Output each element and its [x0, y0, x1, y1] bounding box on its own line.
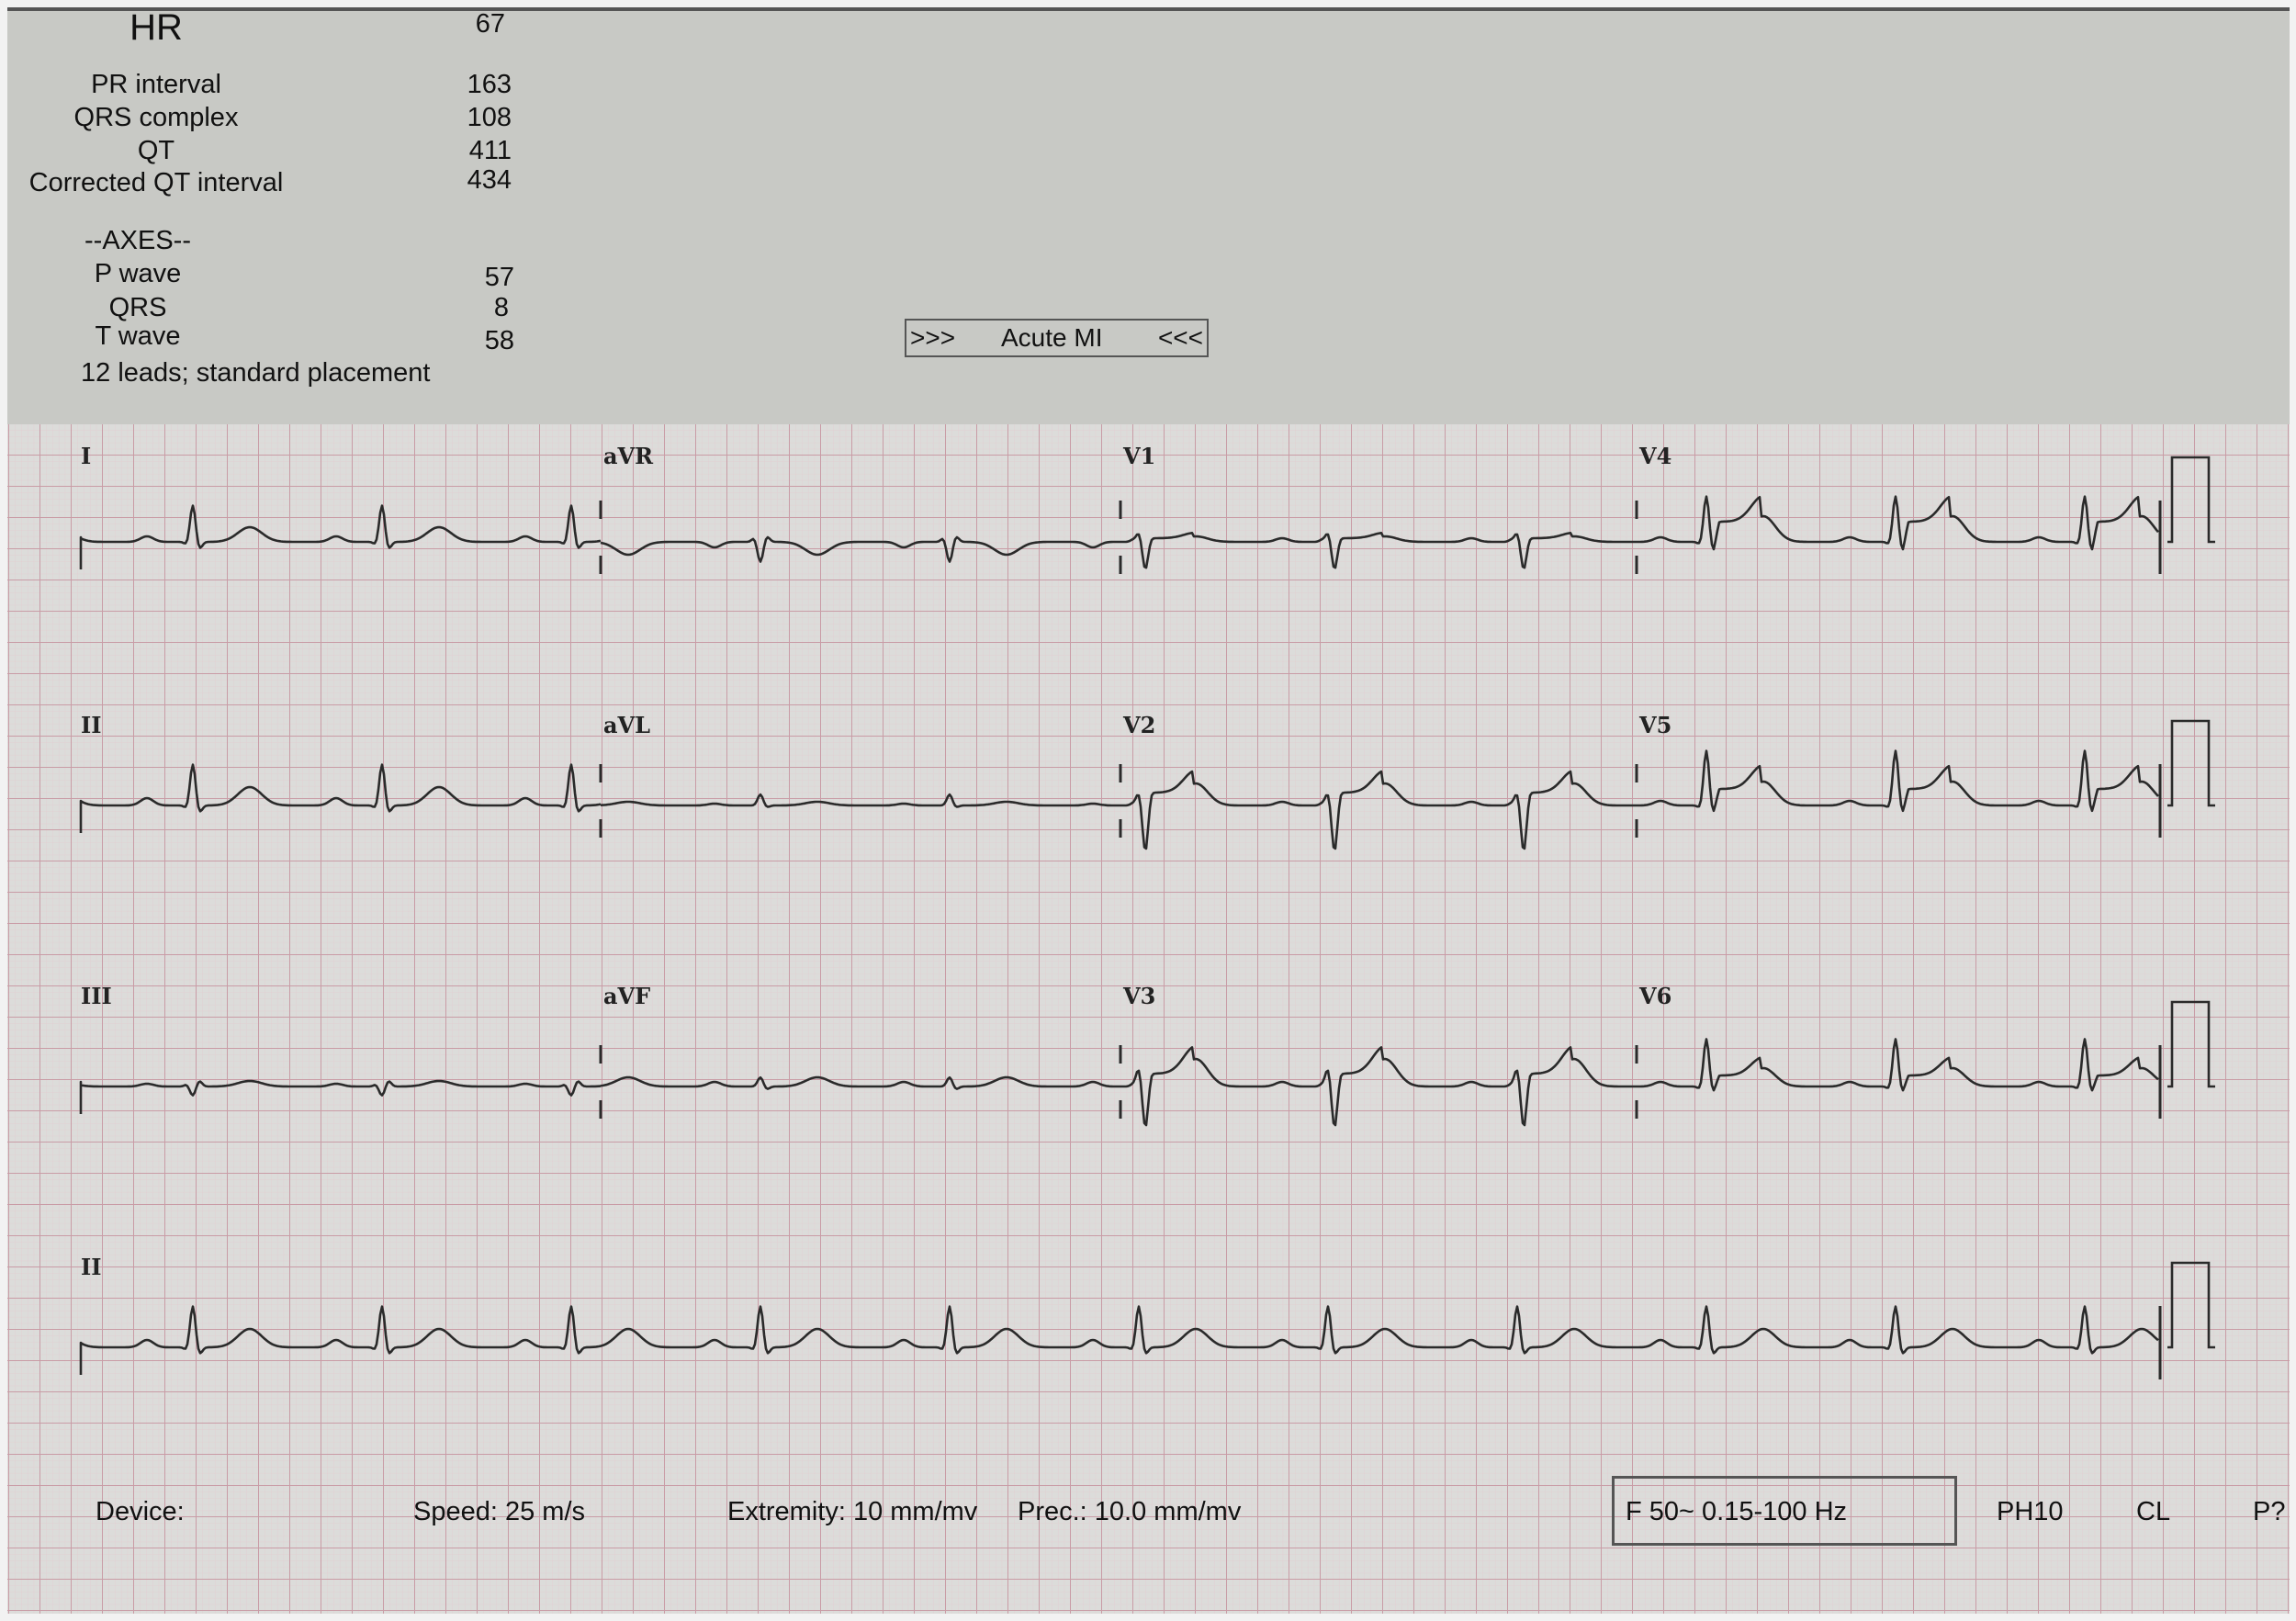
- axes-title: --AXES--: [84, 226, 191, 255]
- extremity-label: Extremity: 10 mm/mv: [727, 1497, 978, 1526]
- ecg-trace-v5: [1637, 749, 2159, 813]
- qtc-value: 434: [467, 165, 512, 195]
- interpretation-text: Acute MI: [1001, 323, 1103, 352]
- qrs-axis-label: QRS: [108, 293, 167, 322]
- device-label: Device:: [96, 1497, 185, 1526]
- qt-value: 411: [468, 136, 512, 165]
- lead-label: aVF: [603, 983, 650, 1009]
- interpretation-right-marker: <<<: [1157, 323, 1203, 352]
- lead-label: III: [81, 983, 112, 1009]
- calibration-pulse: [2167, 1000, 2215, 1088]
- lead-label: II: [81, 712, 101, 738]
- qrs-axis-value: 8: [493, 293, 509, 322]
- p-axis-label: P wave: [94, 259, 182, 288]
- qrs-label: QRS complex: [73, 103, 239, 132]
- lead-label: II: [81, 1254, 101, 1280]
- ecg-trace-avr: [600, 535, 1120, 563]
- ecg-trace-ii: [79, 763, 602, 833]
- lead-label: V1: [1122, 443, 1155, 469]
- calibration-pulse: [2167, 1261, 2215, 1349]
- hr-label: HR: [129, 7, 183, 48]
- p-axis-value: 57: [484, 263, 514, 292]
- ecg-trace-v4: [1637, 495, 2159, 551]
- hr-value: 67: [475, 9, 505, 39]
- filter-box: [1612, 1476, 1957, 1546]
- speed-label: Speed: 25 m/s: [413, 1497, 585, 1526]
- ecg-trace-avf: [600, 1075, 1120, 1090]
- qrs-value: 108: [467, 103, 512, 132]
- lead-label: V5: [1638, 712, 1671, 738]
- ph-label: PH10: [1997, 1497, 2064, 1526]
- filter-label: F 50~ 0.15-100 Hz: [1626, 1497, 1848, 1526]
- grid: [7, 424, 2290, 1614]
- ecg-trace-v3: [1120, 1046, 1637, 1127]
- t-axis-label: T wave: [95, 321, 181, 351]
- ecg-trace-ii: [79, 1305, 2159, 1375]
- pr-value: 163: [467, 70, 512, 99]
- p-label: P?: [2253, 1497, 2286, 1526]
- lead-label: V3: [1122, 983, 1155, 1009]
- t-axis-value: 58: [484, 326, 514, 355]
- lead-label: V6: [1638, 983, 1671, 1009]
- report-header: [7, 7, 2290, 429]
- interpretation-left-marker: >>>: [910, 323, 956, 352]
- lead-label: aVR: [603, 443, 654, 469]
- ecg-trace-avl: [600, 793, 1120, 808]
- calibration-pulse: [2167, 456, 2215, 544]
- cl-label: CL: [2136, 1497, 2171, 1526]
- interpretation-box: >>> Acute MI <<<: [905, 319, 1209, 357]
- ecg-trace-i: [79, 504, 602, 569]
- lead-label: V4: [1638, 443, 1671, 469]
- calibration-pulse: [2167, 719, 2215, 807]
- ecg-trace-v6: [1637, 1038, 2159, 1092]
- lead-label: V2: [1122, 712, 1155, 738]
- leads-note: 12 leads; standard placement: [81, 358, 431, 388]
- precordial-label: Prec.: 10.0 mm/mv: [1018, 1497, 1242, 1526]
- lead-label: aVL: [603, 712, 650, 738]
- ecg-trace-v1: [1120, 532, 1637, 569]
- qt-label: QT: [137, 136, 175, 165]
- qtc-label: Corrected QT interval: [28, 168, 284, 197]
- lead-label: I: [81, 443, 91, 469]
- pr-label: PR interval: [91, 70, 221, 99]
- ecg-trace-iii: [79, 1079, 602, 1114]
- ecg-trace-v2: [1120, 770, 1637, 850]
